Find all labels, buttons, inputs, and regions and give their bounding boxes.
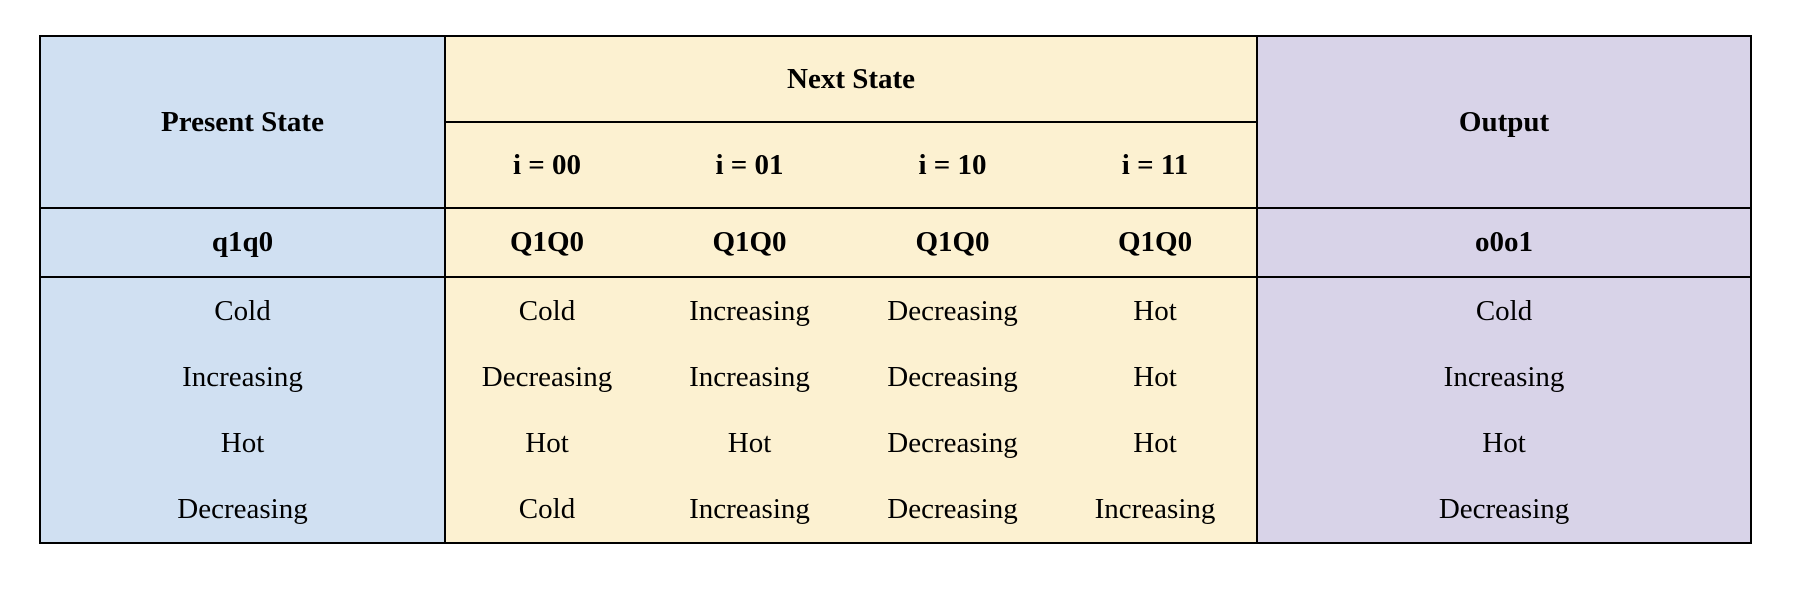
next-state-header: Next State [445, 35, 1258, 123]
input-header-11: i = 11 [1054, 122, 1258, 209]
state-transition-table: Present State Next State Output i = 00 i… [39, 35, 1753, 544]
next-state-cell: Decreasing [851, 344, 1054, 410]
output-cell: Hot [1256, 410, 1753, 476]
present-state-cell: Increasing [39, 344, 446, 410]
next-state-cell: Hot [648, 410, 851, 476]
input-header-10: i = 10 [851, 122, 1054, 209]
next-encoding-10: Q1Q0 [851, 208, 1054, 278]
next-state-cell: Decreasing [445, 344, 648, 410]
present-encoding: q1q0 [39, 208, 446, 278]
present-state-header: Present State [39, 35, 446, 209]
input-header-01: i = 01 [648, 122, 851, 209]
next-state-cell: Increasing [648, 476, 851, 544]
table-row: Hot Hot Hot Decreasing Hot Hot [39, 410, 1753, 476]
header-row-top: Present State Next State Output [39, 35, 1753, 209]
next-encoding-00: Q1Q0 [445, 208, 648, 278]
next-state-cell: Cold [445, 277, 648, 344]
output-encoding: o0o1 [1256, 208, 1753, 278]
table-row: Cold Cold Increasing Decreasing Hot Cold [39, 277, 1753, 344]
next-state-cell: Hot [1054, 410, 1258, 476]
next-state-cell: Hot [445, 410, 648, 476]
table-row: Increasing Decreasing Increasing Decreas… [39, 344, 1753, 410]
encoding-row: q1q0 Q1Q0 Q1Q0 Q1Q0 Q1Q0 o0o1 [39, 208, 1753, 278]
table-row: Decreasing Cold Increasing Decreasing In… [39, 476, 1753, 544]
present-state-cell: Hot [39, 410, 446, 476]
next-state-cell: Increasing [648, 344, 851, 410]
next-state-cell: Decreasing [851, 476, 1054, 544]
next-state-cell: Increasing [1054, 476, 1258, 544]
present-state-cell: Cold [39, 277, 446, 344]
output-cell: Increasing [1256, 344, 1753, 410]
next-state-cell: Cold [445, 476, 648, 544]
next-encoding-01: Q1Q0 [648, 208, 851, 278]
next-encoding-11: Q1Q0 [1054, 208, 1258, 278]
next-state-cell: Decreasing [851, 277, 1054, 344]
output-header: Output [1256, 35, 1753, 209]
next-state-cell: Decreasing [851, 410, 1054, 476]
next-state-cell: Hot [1054, 277, 1258, 344]
input-header-00: i = 00 [445, 122, 648, 209]
next-state-cell: Hot [1054, 344, 1258, 410]
present-state-cell: Decreasing [39, 476, 446, 544]
output-cell: Decreasing [1256, 476, 1753, 544]
output-cell: Cold [1256, 277, 1753, 344]
next-state-cell: Increasing [648, 277, 851, 344]
input-header-row: i = 00 i = 01 i = 10 i = 11 [40, 122, 1751, 209]
